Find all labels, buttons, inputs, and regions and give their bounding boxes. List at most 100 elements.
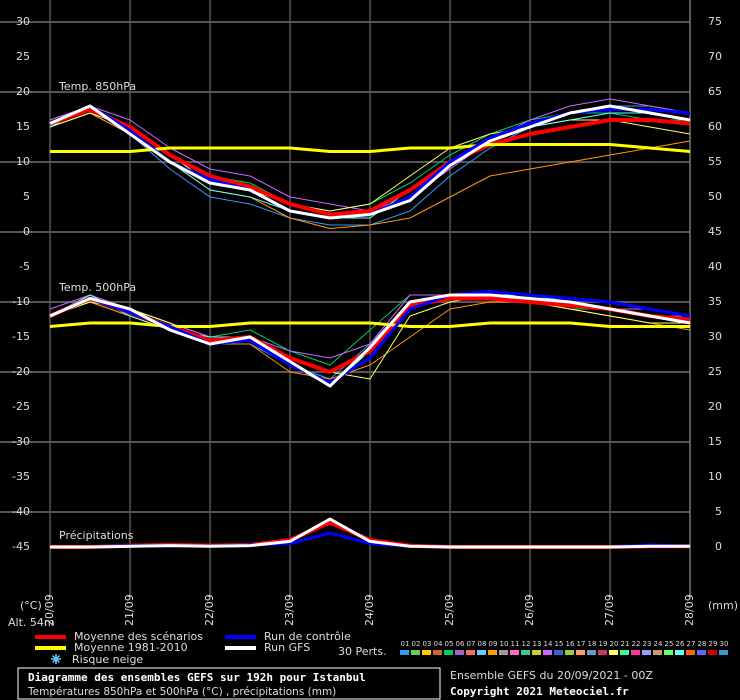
perturbation-swatch [697,650,706,655]
x-tick-label: 23/09 [283,594,296,626]
perturbation-swatch [433,650,442,655]
y-axis-label: (°C) [20,599,42,612]
perturbation-swatch [576,650,585,655]
perturbation-label: 16 [566,640,575,648]
perturbation-label: 26 [676,640,685,648]
y-tick-label: -25 [12,400,30,413]
x-tick-label: 26/09 [523,594,536,626]
x-tick-label: 22/09 [203,594,216,626]
perturbation-label: 23 [643,640,652,648]
perturbation-swatch [532,650,541,655]
title-box [17,667,441,700]
y2-tick-label: 30 [708,330,722,343]
y-tick-label: -30 [12,435,30,448]
perturbation-swatch [521,650,530,655]
perturbation-label: 17 [577,640,586,648]
y2-tick-label: 75 [708,15,722,28]
perturbation-label: 14 [544,640,553,648]
annotation: Temp. 500hPa [58,281,136,294]
altitude: Alt. 54m [8,616,55,629]
perturbation-swatch [642,650,651,655]
y2-tick-label: 10 [708,470,722,483]
y-tick-label: 30 [16,15,30,28]
perturbation-label: 18 [588,640,597,648]
snow-legend: Risque neige [72,653,143,666]
x-tick-label: 24/09 [363,594,376,626]
y2-tick-label: 0 [715,540,722,553]
perturbation-label: 08 [478,640,487,648]
perturbation-swatch [411,650,420,655]
y-tick-label: -10 [12,295,30,308]
perturbation-swatch [631,650,640,655]
perturbation-label: 01 [401,640,410,648]
perturbation-swatch [466,650,475,655]
copyright: Copyright 2021 Meteociel.fr [450,685,629,698]
perturbation-label: 09 [489,640,498,648]
perturbation-label: 27 [687,640,696,648]
y2-tick-label: 60 [708,120,722,133]
x-tick-label: 21/09 [123,594,136,626]
series-line [50,517,690,549]
y2-tick-label: 5 [715,505,722,518]
series-line [49,294,690,380]
perturbation-swatch [444,650,453,655]
y-tick-label: -20 [12,365,30,378]
series-line [50,143,691,153]
y-tick-label: 10 [16,155,30,168]
perturbation-swatch [554,650,563,655]
y2-tick-label: 45 [708,225,722,238]
annotation: Temp. 850hPa [58,80,136,93]
y2-tick-label: 40 [708,260,722,273]
y2-tick-label: 25 [708,365,722,378]
y2-tick-label: 55 [708,155,722,168]
y-tick-label: -15 [12,330,30,343]
y-tick-label: 20 [16,85,30,98]
y2-tick-label: 65 [708,85,722,98]
legend-label: Moyenne 1981-2010 [74,641,188,654]
y2-tick-label: 20 [708,400,722,413]
y-tick-label: 0 [23,225,30,238]
perturbation-swatch [499,650,508,655]
series-line [49,293,691,388]
chart-title: Diagramme des ensembles GEFS sur 192h po… [28,671,366,684]
perturbation-label: 22 [632,640,641,648]
y-tick-label: 5 [23,190,30,203]
perturbation-label: 11 [511,640,520,648]
perturbation-swatch [609,650,618,655]
y2-tick-label: 15 [708,435,722,448]
perturbation-label: 13 [533,640,542,648]
perturbation-swatch [477,650,486,655]
perturbation-label: 25 [665,640,674,648]
perturbation-swatch [587,650,596,655]
x-tick-label: 25/09 [443,594,456,626]
lines [49,98,691,549]
legend-label: Run GFS [264,641,310,654]
perturbation-label: 10 [500,640,509,648]
series-line [49,107,691,217]
perturbation-label: 04 [434,640,443,648]
perturbation-label: 07 [467,640,476,648]
x-tick-label: 20/09 [43,594,56,626]
perturbation-swatch [719,650,728,655]
perturbation-label: 19 [599,640,608,648]
perturbation-swatch [400,650,409,655]
perturbation-swatch [675,650,684,655]
perturbation-swatch [708,650,717,655]
perturbation-swatch [422,650,431,655]
perturbation-swatch [664,650,673,655]
perturbation-label: 24 [654,640,663,648]
y2-axis-label: (mm) [708,599,738,612]
perturbation-label: 05 [445,640,454,648]
perturbation-swatch [488,650,497,655]
perturbation-swatch [598,650,607,655]
y-tick-label: -5 [19,260,30,273]
x-tick-label: 28/09 [683,594,696,626]
y-tick-label: -40 [12,505,30,518]
y2-tick-label: 50 [708,190,722,203]
y-tick-label: -35 [12,470,30,483]
legend-label: Run de contrôle [264,630,351,643]
chart-subtitle: Températures 850hPa et 500hPa (°C) , pré… [27,686,336,698]
series-line [49,104,691,220]
perturbation-label: 28 [698,640,707,648]
